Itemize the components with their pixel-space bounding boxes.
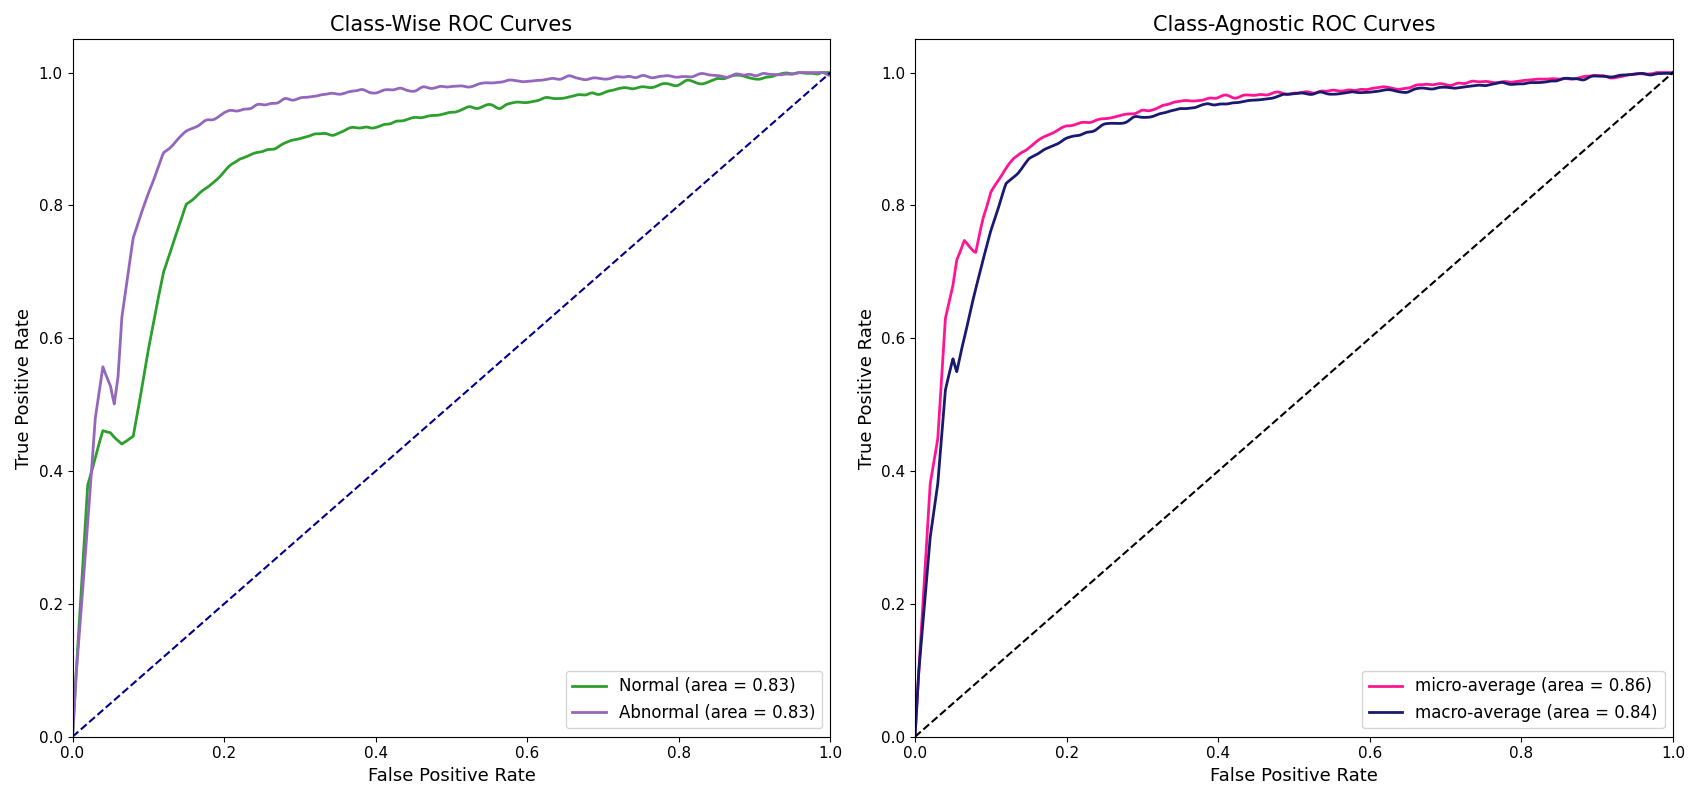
macro-average (area = 0.84) xyxy=(1248,95,1268,105)
Y-axis label: True Positive Rate: True Positive Rate xyxy=(15,307,32,469)
Normal (area = 0.83) xyxy=(568,90,588,99)
Legend: Normal (area = 0.83), Abnormal (area = 0.83): Normal (area = 0.83), Abnormal (area = 0… xyxy=(566,670,823,728)
micro-average (area = 0.86) xyxy=(1663,68,1683,78)
macro-average (area = 0.84) xyxy=(1411,83,1431,93)
micro-average (area = 0.86) xyxy=(1039,130,1059,139)
Normal (area = 0.83) xyxy=(257,145,277,154)
Abnormal (area = 0.83) xyxy=(790,68,811,78)
Abnormal (area = 0.83) xyxy=(405,86,425,96)
Normal (area = 0.83) xyxy=(819,68,840,78)
macro-average (area = 0.84) xyxy=(904,732,925,742)
Line: micro-average (area = 0.86): micro-average (area = 0.86) xyxy=(915,73,1673,737)
Legend: micro-average (area = 0.86), macro-average (area = 0.84): micro-average (area = 0.86), macro-avera… xyxy=(1362,670,1664,728)
Abnormal (area = 0.83) xyxy=(197,115,218,125)
Title: Class-Wise ROC Curves: Class-Wise ROC Curves xyxy=(330,15,573,35)
Normal (area = 0.83) xyxy=(811,68,831,78)
Abnormal (area = 0.83) xyxy=(568,74,588,83)
Line: Abnormal (area = 0.83): Abnormal (area = 0.83) xyxy=(73,73,830,737)
X-axis label: False Positive Rate: False Positive Rate xyxy=(1210,767,1379,785)
micro-average (area = 0.86) xyxy=(904,732,925,742)
Y-axis label: True Positive Rate: True Positive Rate xyxy=(857,307,876,469)
Abnormal (area = 0.83) xyxy=(819,68,840,78)
macro-average (area = 0.84) xyxy=(1039,142,1059,152)
Line: Normal (area = 0.83): Normal (area = 0.83) xyxy=(73,73,830,737)
micro-average (area = 0.86) xyxy=(1646,68,1666,78)
macro-average (area = 0.84) xyxy=(1663,68,1683,78)
micro-average (area = 0.86) xyxy=(1100,114,1120,123)
Abnormal (area = 0.83) xyxy=(632,70,653,80)
X-axis label: False Positive Rate: False Positive Rate xyxy=(367,767,536,785)
Abnormal (area = 0.83) xyxy=(508,77,529,86)
Normal (area = 0.83) xyxy=(632,82,653,91)
Normal (area = 0.83) xyxy=(63,732,83,742)
macro-average (area = 0.84) xyxy=(1100,118,1120,128)
Line: macro-average (area = 0.84): macro-average (area = 0.84) xyxy=(915,73,1673,737)
Normal (area = 0.83) xyxy=(508,98,529,107)
Abnormal (area = 0.83) xyxy=(257,100,277,110)
micro-average (area = 0.86) xyxy=(1248,90,1268,99)
Title: Class-Agnostic ROC Curves: Class-Agnostic ROC Curves xyxy=(1153,15,1435,35)
Normal (area = 0.83) xyxy=(197,183,218,193)
Normal (area = 0.83) xyxy=(405,113,425,122)
micro-average (area = 0.86) xyxy=(1411,80,1431,90)
macro-average (area = 0.84) xyxy=(1476,81,1496,90)
macro-average (area = 0.84) xyxy=(1352,88,1372,98)
micro-average (area = 0.86) xyxy=(1352,85,1372,94)
micro-average (area = 0.86) xyxy=(1476,77,1496,86)
Abnormal (area = 0.83) xyxy=(63,732,83,742)
